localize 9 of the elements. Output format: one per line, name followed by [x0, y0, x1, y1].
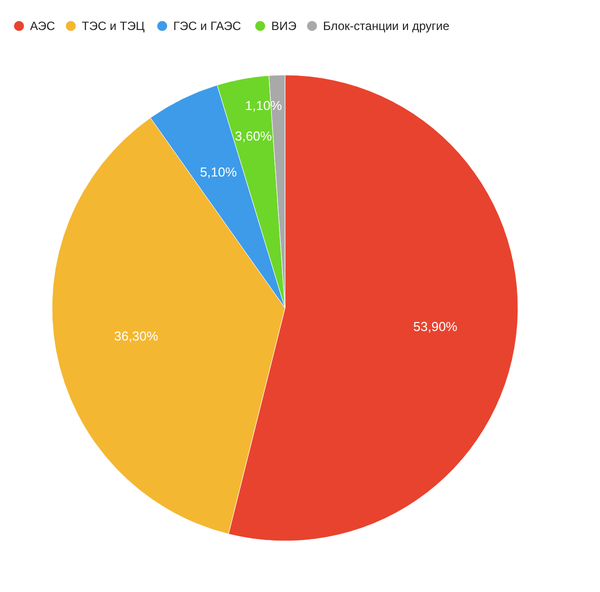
- legend-label: АЭС: [30, 19, 56, 33]
- legend-label: ГЭС и ГАЭС: [173, 19, 242, 33]
- legend-label: ТЭС и ТЭЦ: [82, 19, 145, 33]
- data-label: 53,90%: [413, 319, 458, 334]
- data-label: 5,10%: [200, 164, 238, 180]
- data-label: 3,60%: [234, 128, 272, 144]
- legend-label: Блок-станции и другие: [323, 19, 450, 33]
- legend-label: ВИЭ: [271, 19, 297, 33]
- data-label: 36,30%: [114, 328, 159, 344]
